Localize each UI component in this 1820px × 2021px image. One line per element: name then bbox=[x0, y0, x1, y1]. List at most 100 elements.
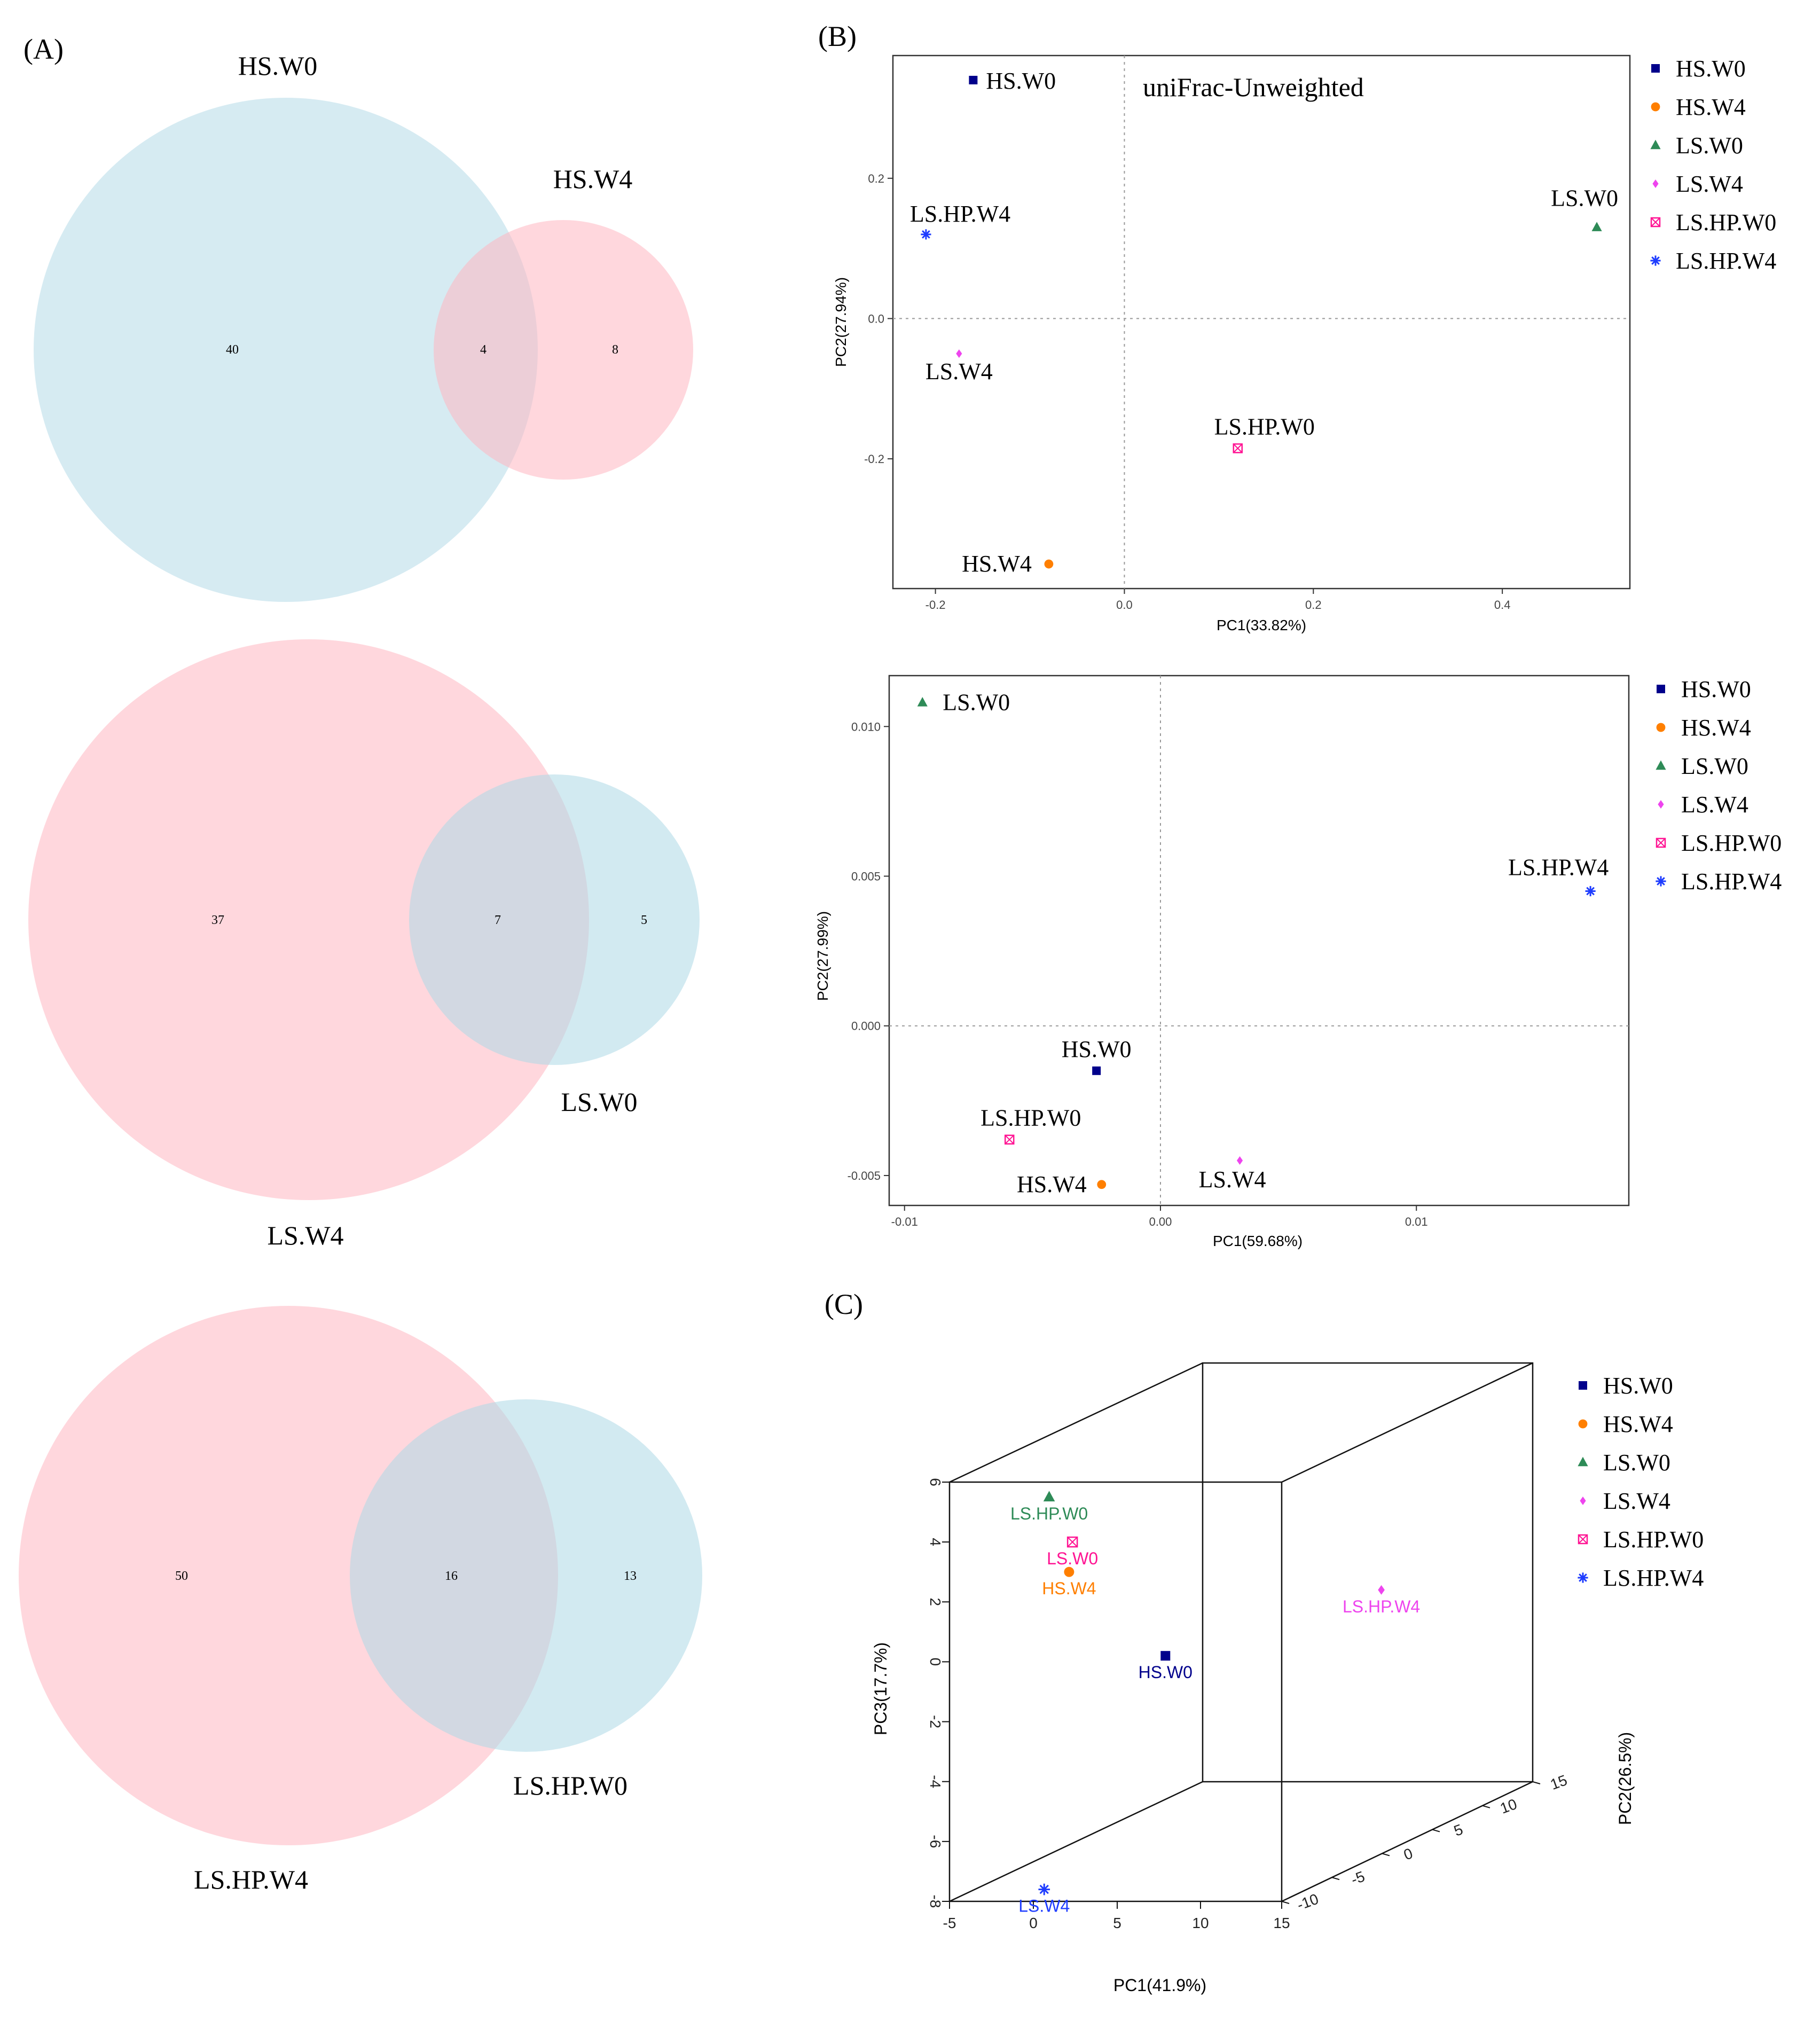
legend-label-ls-hp-w4: LS.HP.W4 bbox=[1603, 1565, 1704, 1591]
legend-marker-hs-w4 bbox=[1651, 102, 1660, 112]
pca3d-y-tick-mark bbox=[1281, 1901, 1290, 1904]
venn2-label-left: LS.W4 bbox=[267, 1220, 343, 1250]
point-hs-w0 bbox=[1092, 1066, 1101, 1075]
pca3d-z-tick-label: -2 bbox=[927, 1715, 944, 1728]
pca3d-y-tick-mark bbox=[1382, 1853, 1390, 1856]
legend-marker-hs-w4 bbox=[1578, 1419, 1588, 1429]
pca3d-z-axis-label: PC3(17.7%) bbox=[871, 1642, 890, 1735]
point-label-ls-hp-w0: LS.HP.W0 bbox=[1214, 413, 1315, 440]
pca3d-point-label-ls-hp-w4: LS.HP.W4 bbox=[1343, 1597, 1420, 1616]
legend-marker-ls-w4 bbox=[1658, 800, 1664, 809]
pcoa-plot-1: -0.2 0.0 0.2 0.4 -0.2 0.0 0.2 HS.W0 HS.W4 LS.W0 L… bbox=[833, 54, 1631, 633]
pca3d-back-face bbox=[1202, 1362, 1534, 1783]
legend-label-hs-w0: HS.W0 bbox=[1603, 1373, 1673, 1399]
venn-diagram-3: LS.HP.W0 LS.HP.W4 50 16 13 bbox=[19, 1306, 702, 1894]
pca3d-x-tick-label: 0 bbox=[1029, 1915, 1038, 1931]
pca3d-edge-bottom-left bbox=[949, 1781, 1203, 1902]
legend-marker-ls-hp-w4 bbox=[1656, 876, 1666, 887]
legend-label-hs-w4: HS.W4 bbox=[1676, 94, 1746, 120]
venn1-circle-left bbox=[34, 98, 538, 602]
point-label-hs-w0: HS.W0 bbox=[1062, 1036, 1132, 1062]
pca3d-y-tick-mark bbox=[1482, 1805, 1490, 1808]
point-ls-w4 bbox=[1236, 1156, 1243, 1165]
pcoa1-y-axis-label: PC2(27.94%) bbox=[833, 277, 849, 367]
venn1-count-both: 4 bbox=[480, 343, 487, 357]
venn-diagram-2: LS.W0 LS.W4 37 7 5 bbox=[28, 639, 700, 1250]
venn2-count-both: 7 bbox=[495, 913, 501, 927]
legend-label-ls-hp-w4: LS.HP.W4 bbox=[1681, 868, 1782, 895]
legend-marker-hs-w0 bbox=[1651, 64, 1660, 73]
pcoa2-points: HS.W0 HS.W4 LS.W0 LS.W4 LS.HP.W0 LS.HP.W4 bbox=[917, 689, 1609, 1197]
venn2-circle-left bbox=[28, 639, 589, 1200]
venn3-count-right: 13 bbox=[624, 1569, 637, 1583]
point-label-ls-w4: LS.W4 bbox=[1199, 1166, 1266, 1193]
pca3d-edge-bottom-right bbox=[1281, 1781, 1533, 1902]
legend-marker-ls-w4 bbox=[1652, 179, 1659, 188]
point-label-ls-w0: LS.W0 bbox=[1551, 185, 1618, 212]
venn3-label-right: LS.HP.W0 bbox=[513, 1771, 627, 1800]
pca3d-edge-top-right bbox=[1281, 1362, 1533, 1483]
legend-label-ls-w4: LS.W4 bbox=[1676, 171, 1743, 197]
point-ls-hp-w0 bbox=[1233, 443, 1243, 453]
pca3d-x-tick-label: -5 bbox=[943, 1915, 956, 1931]
pca3d-z-tick-label: 6 bbox=[927, 1478, 944, 1486]
legend-label-ls-w0: LS.W0 bbox=[1603, 1450, 1670, 1476]
venn1-label-right: HS.W4 bbox=[553, 164, 633, 194]
pca3d-y-tick-label: 10 bbox=[1498, 1796, 1519, 1817]
pcoa2-y-axis-label: PC2(27.99%) bbox=[814, 911, 831, 1001]
x-tick-label: 0.00 bbox=[1149, 1215, 1172, 1228]
pca3d-y-tick-label: -5 bbox=[1349, 1868, 1367, 1888]
legend-marker-hs-w0 bbox=[1657, 685, 1665, 693]
pcoa1-ticks: -0.2 0.0 0.2 0.4 -0.2 0.0 0.2 bbox=[864, 172, 1510, 612]
venn3-count-both: 16 bbox=[445, 1569, 458, 1583]
legend-label-ls-hp-w0: LS.HP.W0 bbox=[1603, 1526, 1704, 1553]
legend-marker-ls-hp-w0 bbox=[1578, 1534, 1588, 1545]
point-label-ls-hp-w4: LS.HP.W4 bbox=[1508, 855, 1609, 881]
legend-label-hs-w0: HS.W0 bbox=[1676, 56, 1746, 82]
pca3d-z-tick-label: 2 bbox=[927, 1597, 944, 1606]
pcoa1-legend: HS.W0 HS.W4 LS.W0 LS.W4 LS.HP.W0 LS.HP.W4 bbox=[1650, 56, 1776, 274]
panel-label-c: (C) bbox=[825, 1288, 863, 1320]
pca3d-y-tick-mark bbox=[1432, 1829, 1440, 1832]
pca3d-x-tick-label: 10 bbox=[1192, 1915, 1209, 1931]
y-tick-label: 0.005 bbox=[851, 870, 881, 883]
x-tick-label: 0.01 bbox=[1405, 1215, 1428, 1228]
pcoa1-zero-lines bbox=[893, 56, 1630, 589]
panel-label-b: (B) bbox=[818, 20, 857, 52]
venn2-circle-right bbox=[409, 774, 700, 1065]
legend-label-ls-w4: LS.W4 bbox=[1681, 792, 1748, 818]
point-ls-w0 bbox=[1591, 222, 1602, 231]
point-label-ls-w0: LS.W0 bbox=[943, 689, 1010, 715]
y-tick-label: 0.010 bbox=[851, 720, 881, 733]
legend-label-hs-w0: HS.W0 bbox=[1681, 676, 1751, 702]
y-tick-label: 0.2 bbox=[868, 172, 884, 185]
legend-marker-ls-w0 bbox=[1578, 1456, 1588, 1467]
point-label-ls-hp-w0: LS.HP.W0 bbox=[980, 1105, 1081, 1131]
pca3d-point-hs-w4 bbox=[1064, 1566, 1074, 1577]
point-ls-hp-w0 bbox=[1004, 1134, 1015, 1145]
point-label-hs-w4: HS.W4 bbox=[962, 551, 1032, 577]
legend-label-hs-w4: HS.W4 bbox=[1603, 1411, 1673, 1437]
pca3d-point-ls-w0 bbox=[1066, 1536, 1078, 1548]
pcoa1-x-axis-label: PC1(33.82%) bbox=[1217, 617, 1306, 633]
pca3d-y-tick-mark bbox=[1331, 1877, 1340, 1881]
pca3d-z-tick-label: -8 bbox=[927, 1895, 944, 1908]
pca3d-y-tick-label: 0 bbox=[1401, 1845, 1415, 1863]
x-tick-label: 0.0 bbox=[1116, 598, 1133, 612]
pca3d-x-tick-label: 15 bbox=[1273, 1915, 1290, 1931]
pca3d-front-face bbox=[948, 1481, 1283, 1902]
pca3d-y-axis-label: PC2(26.5%) bbox=[1615, 1732, 1635, 1825]
legend-label-ls-hp-w0: LS.HP.W0 bbox=[1681, 830, 1782, 856]
venn3-label-left: LS.HP.W4 bbox=[194, 1865, 308, 1894]
pca3d-point-label-ls-w0: LS.W0 bbox=[1047, 1549, 1098, 1568]
pca3d-points: LS.HP.W0 LS.W0 HS.W4 HS.W0 LS.HP.W4 LS.W4 bbox=[1010, 1491, 1420, 1916]
pca3d-legend: HS.W0 HS.W4 LS.W0 LS.W4 LS.HP.W0 LS.HP.W4 bbox=[1578, 1373, 1704, 1591]
pcoa2-x-axis-label: PC1(59.68%) bbox=[1213, 1233, 1303, 1249]
venn-diagram-1: HS.W0 HS.W4 40 4 8 bbox=[34, 51, 693, 602]
pca3d-y-tick-mark bbox=[1532, 1781, 1541, 1784]
pca3d-point-label-hs-w0: HS.W0 bbox=[1139, 1663, 1193, 1682]
venn2-count-right: 5 bbox=[641, 913, 647, 927]
point-hs-w4 bbox=[1097, 1180, 1107, 1189]
